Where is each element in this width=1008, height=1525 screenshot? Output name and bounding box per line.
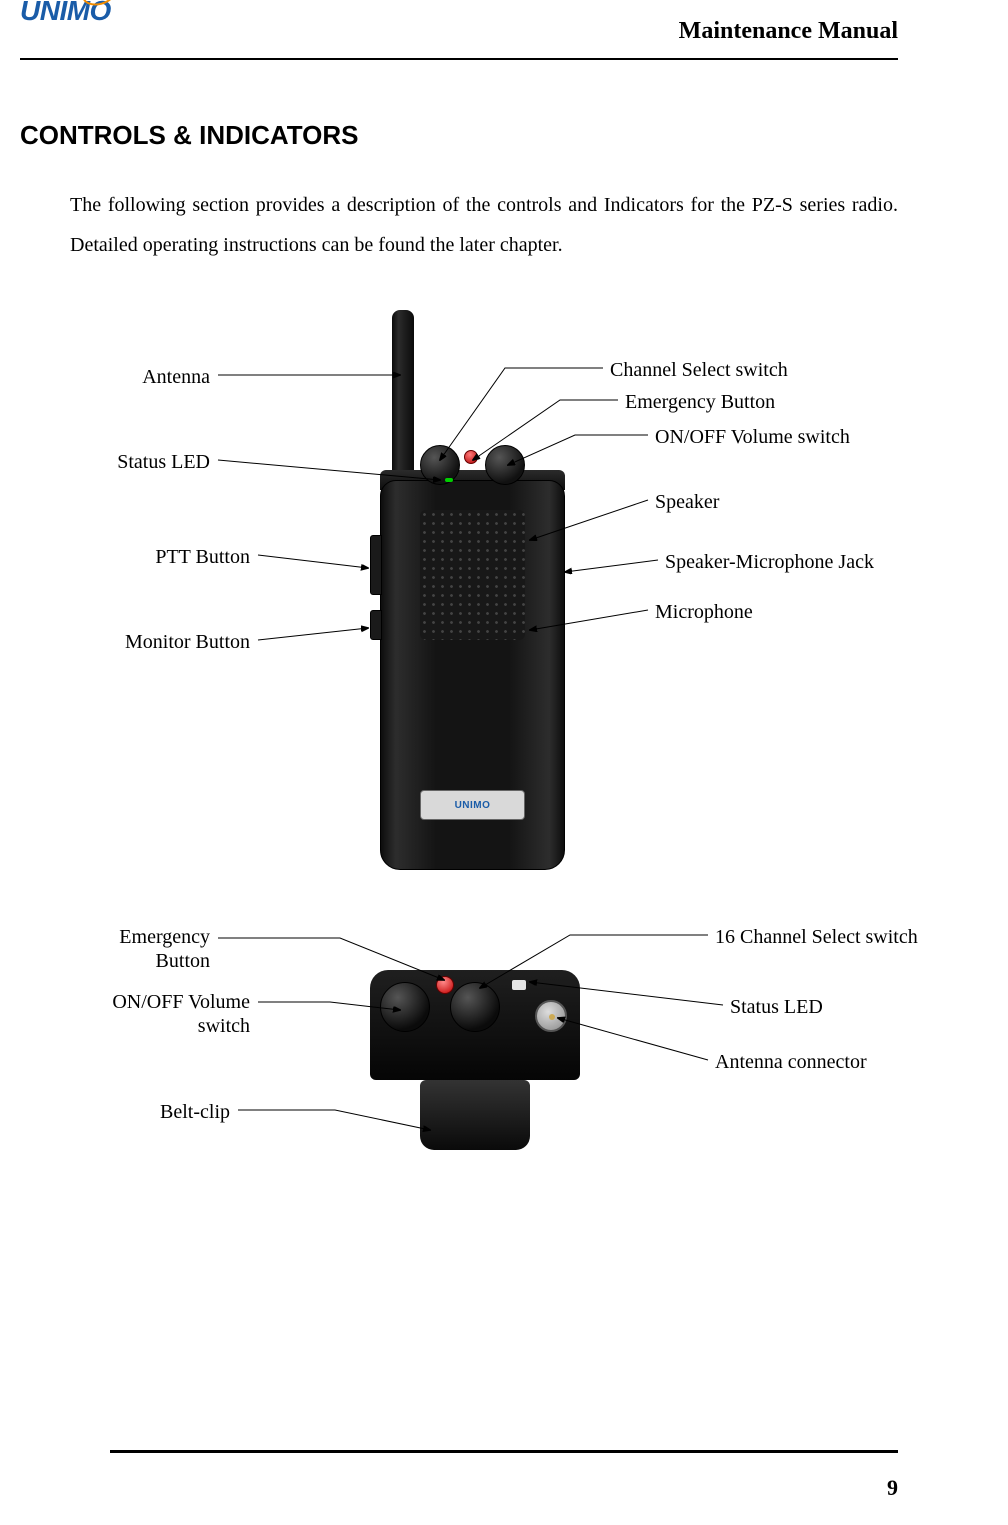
label-volume2-l2: switch <box>198 1015 250 1037</box>
label-ch16: 16 Channel Select switch <box>715 925 918 949</box>
top-antenna-connector <box>535 1000 567 1032</box>
section-title: CONTROLS & INDICATORS <box>20 120 358 151</box>
label-monitor: Monitor Button <box>30 630 250 654</box>
top-belt-clip <box>420 1080 530 1150</box>
diagram-area: UNIMO Antenna Status LED PTT Button Moni… <box>0 310 1008 1210</box>
label-on-off-volume2: ON/OFF Volume switch <box>0 990 250 1038</box>
intro-paragraph: The following section provides a descrip… <box>70 185 898 265</box>
front-ptt-btn <box>370 535 382 595</box>
label-on-off-volume: ON/OFF Volume switch <box>655 425 850 449</box>
radio-front-image: UNIMO <box>350 310 575 870</box>
front-antenna <box>392 310 414 475</box>
label-microphone: Microphone <box>655 600 753 624</box>
brand-logo: UNIMO <box>20 0 111 27</box>
top-channel-knob <box>450 982 500 1032</box>
label-volume2-l1: ON/OFF Volume <box>112 991 250 1013</box>
label-channel-select: Channel Select switch <box>610 358 788 382</box>
label-speaker: Speaker <box>655 490 719 514</box>
front-brand-plate-text: UNIMO <box>455 800 491 811</box>
front-volume-knob <box>485 445 525 485</box>
label-antenna-conn: Antenna connector <box>715 1050 867 1074</box>
front-status-led <box>445 478 453 482</box>
page-number: 9 <box>887 1475 898 1501</box>
top-emergency-btn <box>436 976 454 994</box>
front-monitor-btn <box>370 610 382 640</box>
label-emergency2: Emergency Button <box>20 925 210 973</box>
radio-top-image <box>310 930 630 1190</box>
label-antenna: Antenna <box>50 365 210 389</box>
label-ptt: PTT Button <box>50 545 250 569</box>
label-belt-clip: Belt-clip <box>40 1100 230 1124</box>
top-status-led <box>512 980 526 990</box>
label-emergency2-l1: Emergency <box>119 926 210 948</box>
label-emergency2-l2: Button <box>156 950 210 972</box>
front-channel-knob <box>420 445 460 485</box>
front-brand-plate: UNIMO <box>420 790 525 820</box>
label-spk-mic-jack: Speaker-Microphone Jack <box>665 550 874 574</box>
label-status-led: Status LED <box>30 450 210 474</box>
footer-rule <box>110 1450 898 1453</box>
front-speaker-grid <box>420 510 525 640</box>
page: UNIMO Maintenance Manual CONTROLS & INDI… <box>0 0 1008 1525</box>
header-title: Maintenance Manual <box>679 18 898 45</box>
page-header: UNIMO Maintenance Manual <box>20 0 898 60</box>
top-volume-knob <box>380 982 430 1032</box>
label-emergency: Emergency Button <box>625 390 775 414</box>
label-status-led2: Status LED <box>730 995 823 1019</box>
front-emergency-btn <box>464 450 478 464</box>
